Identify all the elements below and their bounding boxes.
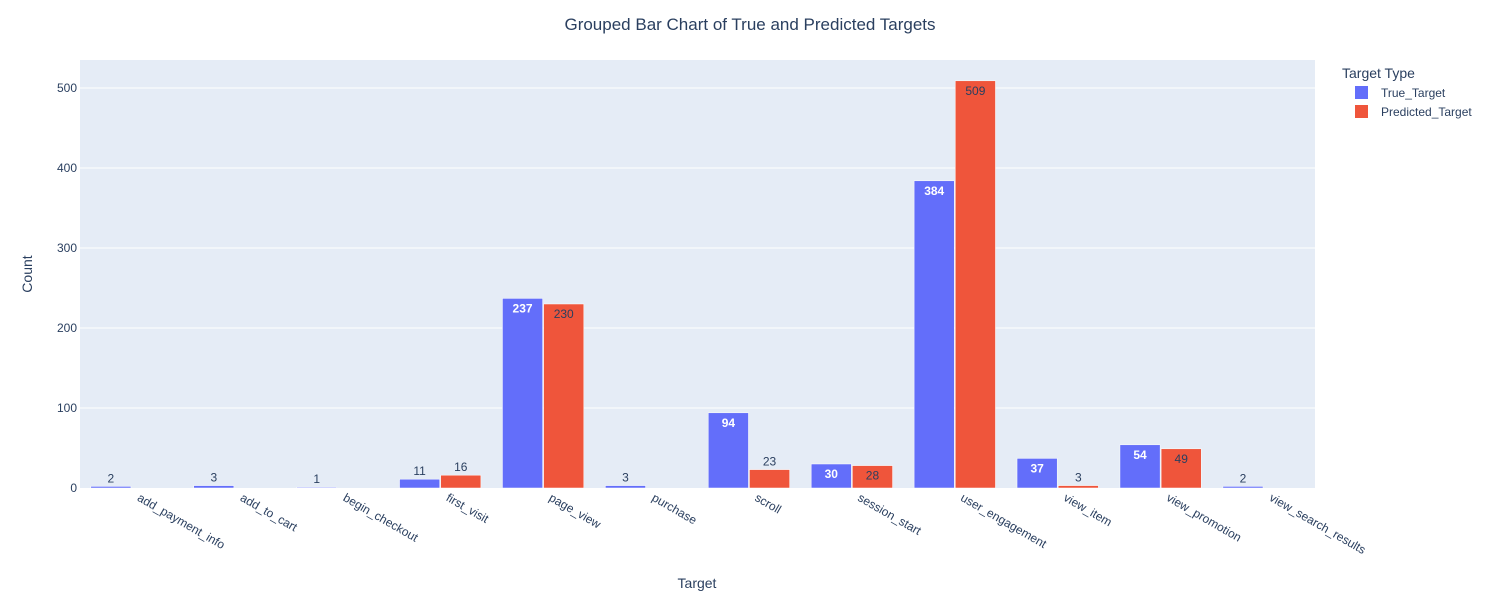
y-tick-label: 400 [57, 161, 77, 175]
bar-predicted-target [1160, 448, 1202, 489]
legend-title: Target Type [1342, 65, 1415, 81]
chart-title: Grouped Bar Chart of True and Predicted … [564, 15, 935, 34]
bar-value-label: 3 [622, 471, 629, 485]
x-tick-label: session_start [855, 490, 924, 538]
x-tick-label: add_to_cart [238, 490, 300, 534]
bar-predicted-target [955, 80, 996, 489]
bar-true-target [502, 298, 543, 489]
y-tick-label: 200 [57, 321, 77, 335]
gridlines [80, 87, 1315, 409]
bar-value-label: 1 [313, 472, 320, 486]
bar-value-label: 30 [825, 467, 839, 481]
bar-value-label: 3 [210, 471, 217, 485]
bar-value-label: 384 [924, 184, 944, 198]
bar-predicted-target [543, 303, 585, 489]
x-tick-label: view_search_results [1267, 490, 1368, 556]
x-tick-label: scroll [752, 490, 783, 516]
y-axis-ticks: 0 100 200 300 400 500 [57, 81, 77, 495]
x-tick-label: purchase [650, 490, 700, 527]
y-tick-label: 500 [57, 81, 77, 95]
bar-true-target [708, 412, 749, 489]
bar-predicted-target [1057, 485, 1099, 489]
bar-true-target [193, 485, 235, 489]
bar-value-label: 11 [413, 464, 426, 478]
x-tick-label: begin_checkout [341, 490, 421, 544]
legend-label: Predicted_Target [1381, 105, 1472, 119]
x-tick-label: add_payment_info [135, 490, 228, 552]
x-tick-label: user_engagement [958, 490, 1049, 551]
bar-true-target [913, 180, 955, 489]
x-tick-label: view_promotion [1164, 490, 1244, 544]
bar-true-target [605, 485, 646, 489]
bar-true-target [1222, 486, 1264, 489]
legend-swatch-true-target [1355, 86, 1368, 99]
bar-value-label: 2 [108, 471, 115, 485]
bar-true-target [1119, 444, 1161, 489]
bar-true-target [90, 486, 132, 489]
bar-true-target [1016, 458, 1058, 489]
bar-true-target [810, 463, 852, 489]
x-axis-title: Target [678, 575, 717, 591]
plot-background [80, 60, 1315, 488]
y-axis-title: Count [19, 255, 35, 292]
y-tick-label: 300 [57, 241, 77, 255]
x-tick-label: view_item [1061, 490, 1114, 529]
bar-predicted-target [749, 469, 790, 489]
bar-true-target [296, 486, 338, 489]
bar-value-label: 3 [1075, 471, 1082, 485]
bar-value-label: 509 [965, 84, 985, 98]
bar-value-label: 49 [1175, 452, 1189, 466]
bar-value-label: 237 [513, 301, 533, 315]
bar-value-label: 23 [763, 455, 777, 469]
bar-value-label: 16 [454, 460, 468, 474]
bar-true-target [399, 478, 440, 489]
bar-value-label: 28 [866, 469, 880, 483]
bars [90, 80, 1264, 489]
x-axis-ticks: add_payment_info add_to_cart begin_checkou… [135, 490, 1368, 556]
legend-label: True_Target [1381, 86, 1446, 100]
y-tick-label: 0 [70, 481, 77, 495]
bar-value-label: 94 [722, 416, 736, 430]
bar-value-label: 54 [1133, 448, 1147, 462]
bar-value-label: 2 [1240, 471, 1247, 485]
x-tick-label: first_visit [444, 490, 492, 526]
bar-value-label: 37 [1030, 461, 1044, 475]
y-tick-label: 100 [57, 401, 77, 415]
legend-swatch-predicted-target [1355, 105, 1368, 118]
bar-predicted-target [440, 474, 482, 489]
legend: Target Type True_Target Predicted_Target [1342, 65, 1472, 119]
bar-predicted-target [852, 465, 893, 489]
x-tick-label: page_view [547, 490, 604, 531]
bar-value-label: 230 [554, 307, 574, 321]
